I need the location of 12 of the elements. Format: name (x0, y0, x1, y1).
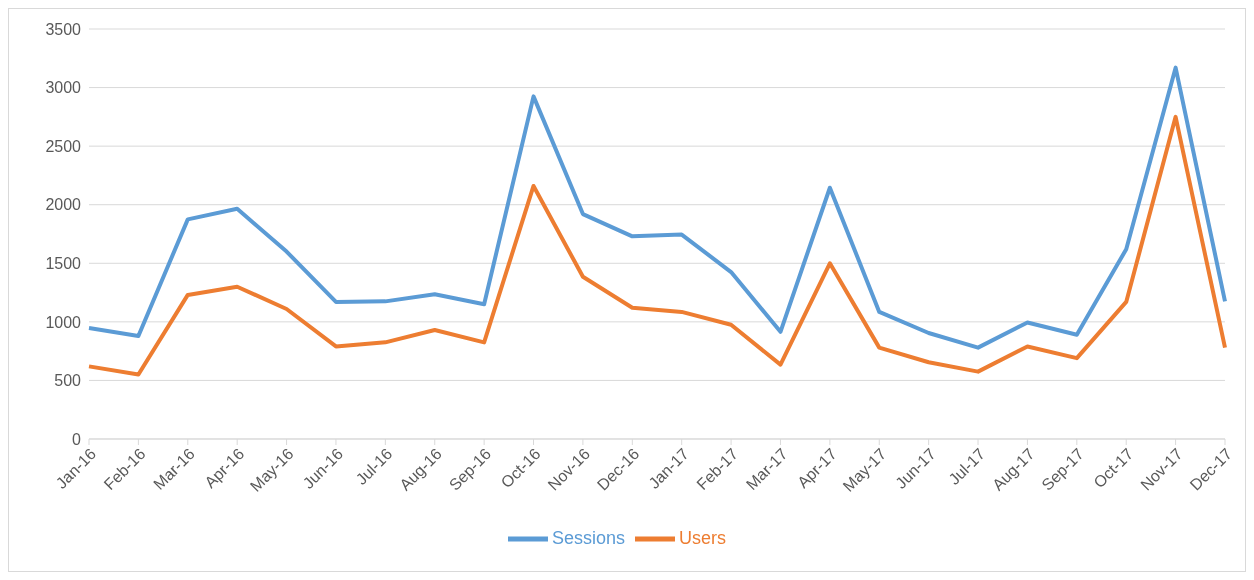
y-tick-label: 1500 (45, 254, 82, 272)
line-series (87, 114, 1227, 377)
legend-label: Users (679, 527, 727, 548)
legend-label: Sessions (551, 527, 626, 548)
y-tick-label: 2000 (45, 196, 82, 214)
y-tick-label: 3500 (45, 20, 82, 38)
y-tick-label: 500 (54, 372, 82, 390)
line-series (87, 65, 1227, 350)
y-tick-label: 3000 (45, 79, 82, 97)
y-tick-label: 2500 (45, 137, 82, 155)
y-tick-label: 1000 (45, 313, 82, 331)
y-tick-label: 0 (72, 430, 82, 448)
